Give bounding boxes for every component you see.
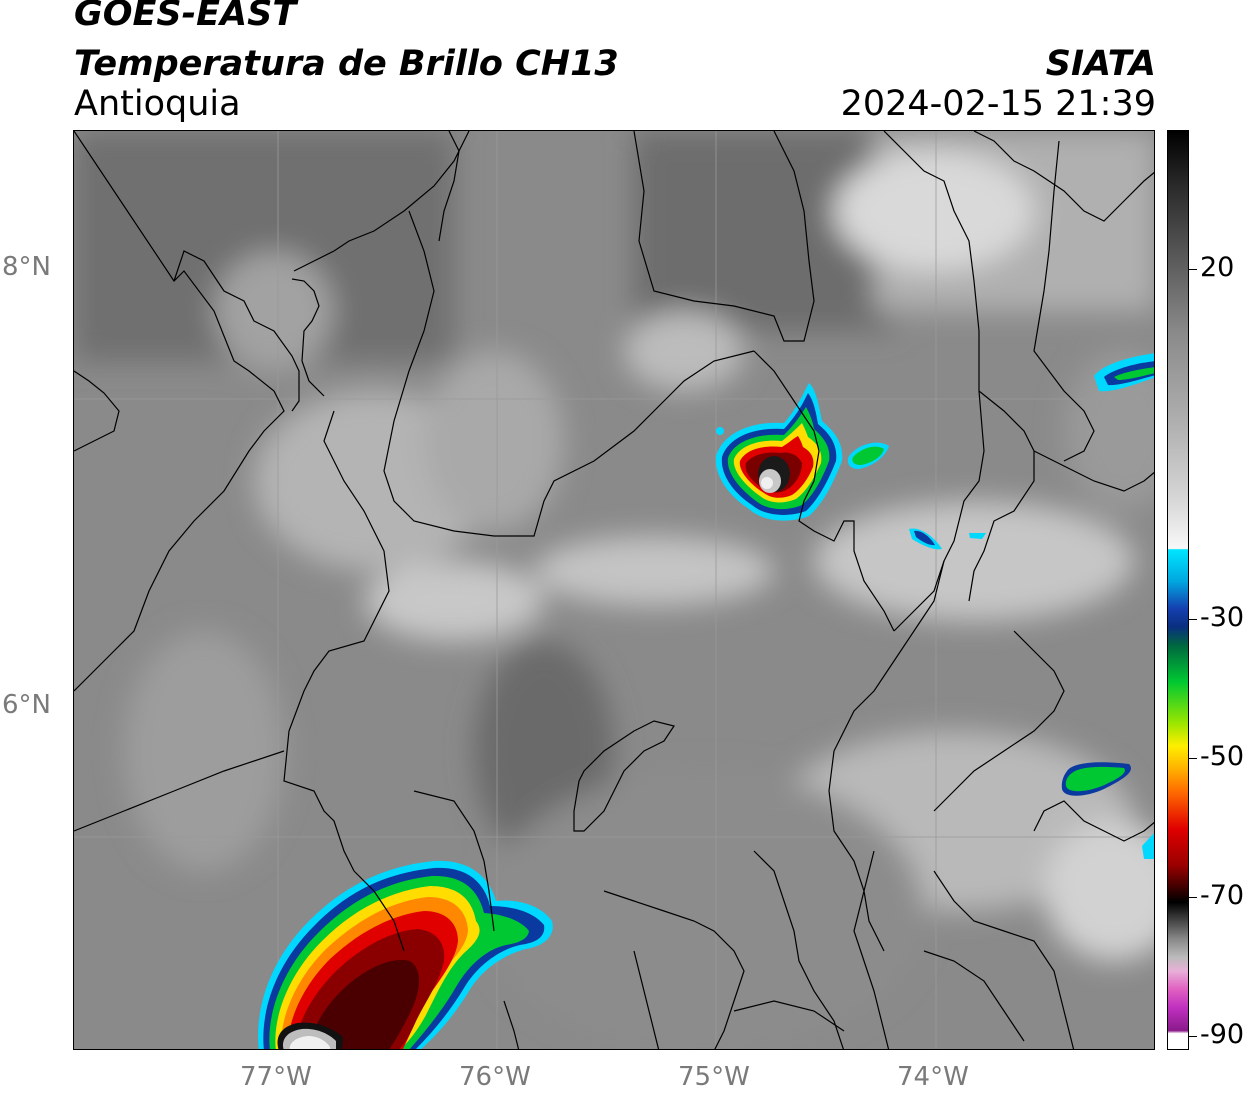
cbar-tick-m30 xyxy=(1189,619,1197,620)
satellite-title: GOES-EAST xyxy=(74,0,297,34)
storm-cell-north xyxy=(715,383,986,550)
lon-label-74w: 74°W xyxy=(897,1062,969,1092)
cloud-texture xyxy=(74,131,1154,1049)
cbar-label-20: 20 xyxy=(1200,252,1235,283)
lat-label-6n: 6°N xyxy=(2,690,51,720)
cbar-tick-20 xyxy=(1189,269,1197,270)
lat-label-8n: 8°N xyxy=(2,252,51,282)
cbar-tick-m70 xyxy=(1189,897,1197,898)
boundaries xyxy=(74,131,1154,1049)
datetime-label: 2024-02-15 21:39 xyxy=(840,84,1156,124)
lon-label-76w: 76°W xyxy=(459,1062,531,1092)
cbar-label-m90: -90 xyxy=(1200,1019,1245,1050)
cbar-label-m50: -50 xyxy=(1200,741,1245,772)
map-svg xyxy=(74,131,1154,1049)
lon-label-77w: 77°W xyxy=(240,1062,312,1092)
cbar-tick-m50 xyxy=(1189,758,1197,759)
cbar-label-m30: -30 xyxy=(1200,602,1245,633)
product-title: Temperatura de Brillo CH13 xyxy=(74,44,619,84)
storm-cell-east xyxy=(1061,353,1154,859)
region-label: Antioquia xyxy=(74,84,241,124)
cbar-tick-m90 xyxy=(1189,1036,1197,1037)
colorbar xyxy=(1167,130,1189,1050)
cbar-label-m70: -70 xyxy=(1200,880,1245,911)
storm-cell-southwest xyxy=(258,860,553,1049)
satellite-map[interactable] xyxy=(73,130,1155,1050)
lon-label-75w: 75°W xyxy=(678,1062,750,1092)
brand-label: SIATA xyxy=(1045,44,1156,84)
